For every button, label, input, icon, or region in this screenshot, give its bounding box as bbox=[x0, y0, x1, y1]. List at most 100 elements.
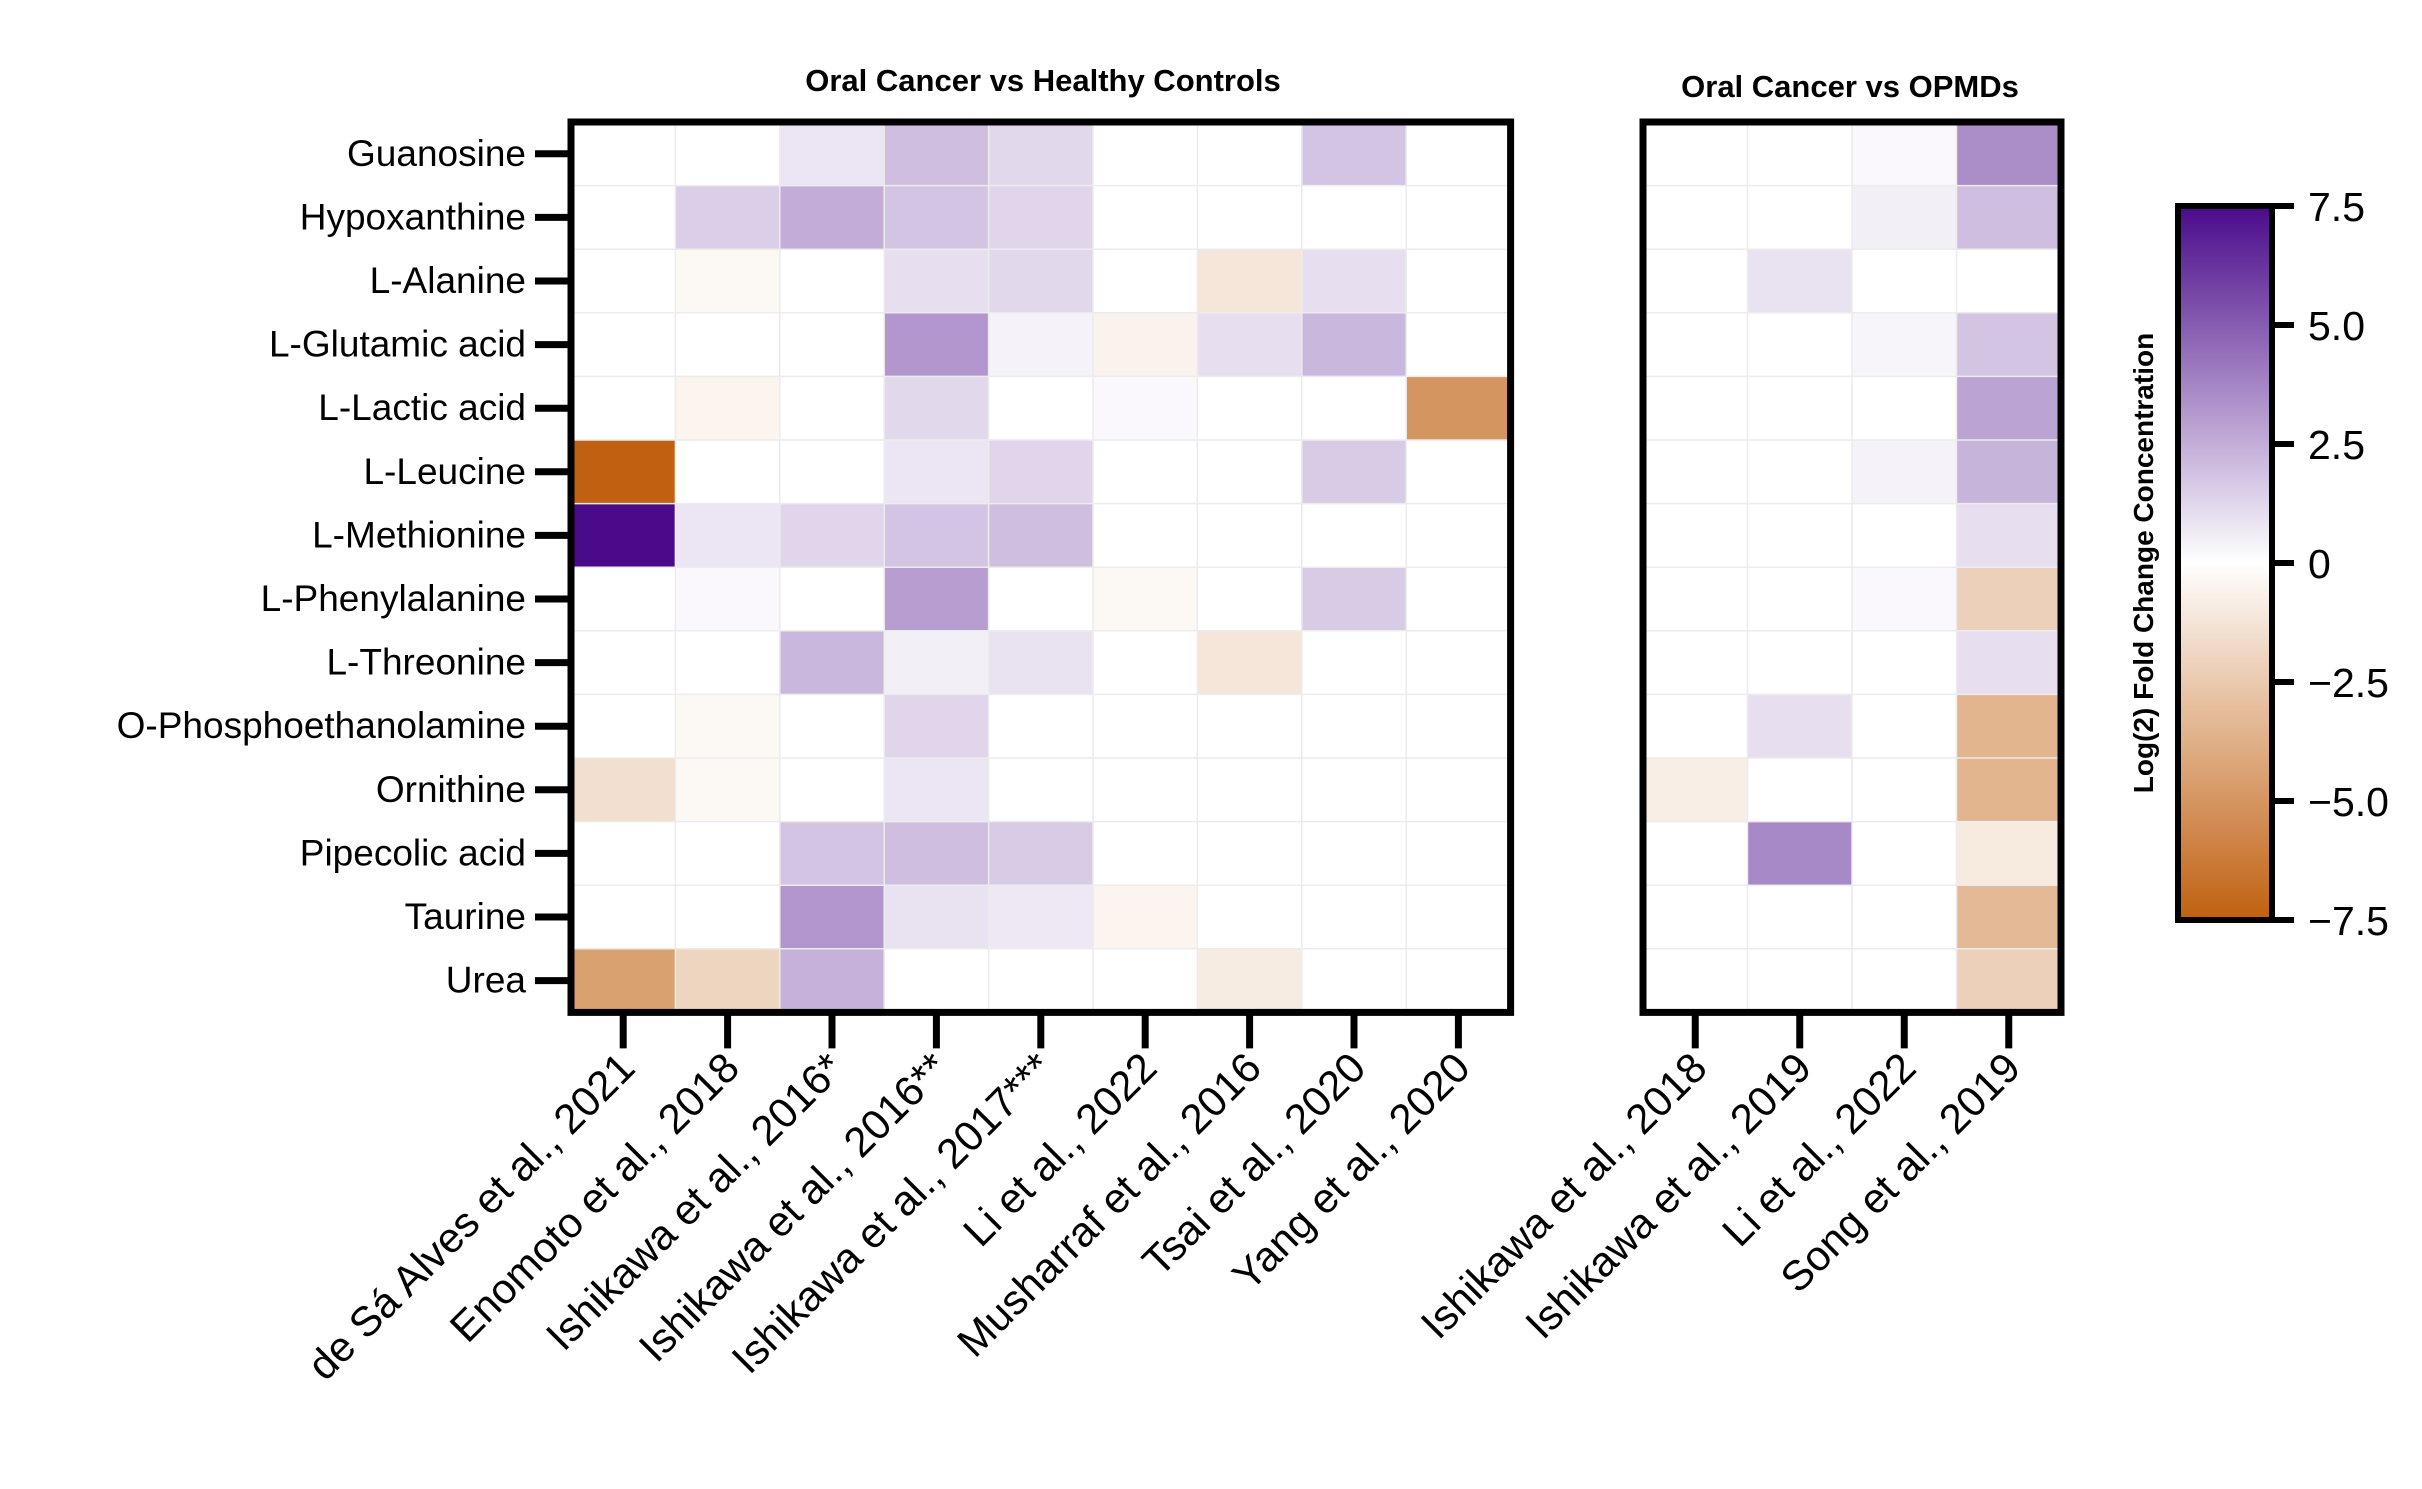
heatmap-cell bbox=[884, 503, 990, 568]
heatmap-cell bbox=[1747, 948, 1853, 1013]
row-label-l-lactic-acid: L-Lactic acid bbox=[318, 387, 526, 428]
heatmap-cell bbox=[1093, 567, 1198, 632]
heatmap-cell bbox=[1197, 948, 1303, 1013]
heatmap-cell bbox=[779, 122, 885, 187]
heatmap-cell bbox=[1093, 758, 1198, 823]
heatmap-cell bbox=[1093, 185, 1198, 250]
heatmap-cell bbox=[1301, 376, 1407, 441]
heatmap-cell bbox=[675, 503, 781, 568]
colorbar-title: Log(2) Fold Change Concentration bbox=[2128, 333, 2159, 793]
heatmap-cell bbox=[1852, 249, 1957, 314]
row-label-taurine: Taurine bbox=[405, 896, 526, 937]
heatmap-cell bbox=[1852, 122, 1957, 187]
heatmap-cell bbox=[571, 122, 676, 187]
heatmap-cell bbox=[1956, 249, 2062, 314]
heatmap-cell bbox=[1197, 376, 1303, 441]
heatmap-cell bbox=[1956, 821, 2062, 886]
row-label-pipecolic-acid: Pipecolic acid bbox=[300, 832, 526, 873]
heatmap-cell bbox=[988, 503, 1094, 568]
heatmap-cell bbox=[1093, 376, 1198, 441]
colorbar-tick-label: 7.5 bbox=[2308, 184, 2365, 230]
heatmap-cell bbox=[1747, 122, 1853, 187]
heatmap-cell bbox=[571, 567, 676, 632]
heatmap-cell bbox=[1406, 185, 1512, 250]
row-label-o-phosphoethanolamine: O-Phosphoethanolamine bbox=[117, 705, 526, 746]
heatmap-cell bbox=[675, 185, 781, 250]
heatmap-cell bbox=[1406, 758, 1512, 823]
heatmap-cell bbox=[1643, 249, 1748, 314]
heatmap-cell bbox=[988, 440, 1094, 505]
heatmap-cell bbox=[779, 948, 885, 1013]
heatmap-cell bbox=[1093, 312, 1198, 377]
heatmap-cell bbox=[884, 312, 990, 377]
row-label-l-methionine: L-Methionine bbox=[312, 514, 526, 555]
heatmap-cell bbox=[1956, 885, 2062, 950]
colorbar-tick-label: 5.0 bbox=[2308, 303, 2365, 349]
row-label-ornithine: Ornithine bbox=[376, 769, 526, 810]
heatmap-cell bbox=[1197, 821, 1303, 886]
heatmap-cell bbox=[1747, 312, 1853, 377]
heatmap-cell bbox=[1301, 312, 1407, 377]
heatmap-cell bbox=[1197, 440, 1303, 505]
panel-frame bbox=[1639, 118, 2065, 1016]
row-label-l-alanine: L-Alanine bbox=[370, 260, 526, 301]
heatmap-cell bbox=[1197, 567, 1303, 632]
heatmap-cell bbox=[1956, 567, 2062, 632]
heatmap-cell bbox=[988, 122, 1094, 187]
heatmap-cell bbox=[1093, 694, 1198, 759]
heatmap-cell bbox=[988, 312, 1094, 377]
heatmap-cell bbox=[988, 567, 1094, 632]
heatmap-cell bbox=[1956, 122, 2062, 187]
heatmap-cell bbox=[1093, 503, 1198, 568]
heatmap-cell bbox=[884, 567, 990, 632]
heatmap-cell bbox=[1956, 694, 2062, 759]
heatmap-cell bbox=[1852, 376, 1957, 441]
heatmap-cell bbox=[1643, 440, 1748, 505]
heatmap-cell bbox=[779, 630, 885, 695]
heatmap-cell bbox=[1301, 249, 1407, 314]
heatmap-cell bbox=[1956, 185, 2062, 250]
heatmap-cell bbox=[1956, 312, 2062, 377]
heatmap-cell bbox=[675, 694, 781, 759]
heatmap-cell bbox=[1406, 312, 1512, 377]
heatmap-cell bbox=[1406, 694, 1512, 759]
heatmap-cell bbox=[1301, 503, 1407, 568]
heatmap-cell bbox=[1301, 885, 1407, 950]
heatmap-cell bbox=[1406, 376, 1512, 441]
heatmap-cell bbox=[1643, 503, 1748, 568]
heatmap-cell bbox=[1956, 440, 2062, 505]
heatmap-cell bbox=[571, 821, 676, 886]
heatmap-cell bbox=[1747, 630, 1853, 695]
heatmap-cell bbox=[1747, 567, 1853, 632]
heatmap-cell bbox=[675, 567, 781, 632]
heatmap-cell bbox=[884, 440, 990, 505]
heatmap-cell bbox=[1197, 249, 1303, 314]
heatmap-cell bbox=[779, 885, 885, 950]
colorbar-tick-label: −7.5 bbox=[2308, 898, 2389, 944]
heatmap-cell bbox=[1852, 567, 1957, 632]
heatmap-cell bbox=[1643, 567, 1748, 632]
heatmap-cell bbox=[1956, 376, 2062, 441]
heatmap-cell bbox=[675, 885, 781, 950]
heatmap-cell bbox=[1301, 440, 1407, 505]
heatmap-cell bbox=[884, 249, 990, 314]
row-label-l-phenylalanine: L-Phenylalanine bbox=[261, 578, 526, 619]
heatmap-cell bbox=[675, 122, 781, 187]
heatmap-cell bbox=[571, 249, 676, 314]
heatmap-cell bbox=[1643, 122, 1748, 187]
heatmap-cell bbox=[1197, 122, 1303, 187]
heatmap-cell bbox=[571, 885, 676, 950]
heatmap-cell bbox=[675, 630, 781, 695]
heatmap-cell bbox=[571, 503, 676, 568]
heatmap-cell bbox=[1852, 630, 1957, 695]
heatmap-cell bbox=[1406, 948, 1512, 1013]
heatmap-cell bbox=[779, 694, 885, 759]
heatmap-cell bbox=[571, 440, 676, 505]
row-label-hypoxanthine: Hypoxanthine bbox=[300, 196, 526, 237]
heatmap-cell bbox=[988, 948, 1094, 1013]
heatmap-cell bbox=[1197, 630, 1303, 695]
colorbar-tick-label: 0 bbox=[2308, 541, 2331, 587]
heatmap-cell bbox=[884, 122, 990, 187]
colorbar-tick-label: −5.0 bbox=[2308, 779, 2389, 825]
